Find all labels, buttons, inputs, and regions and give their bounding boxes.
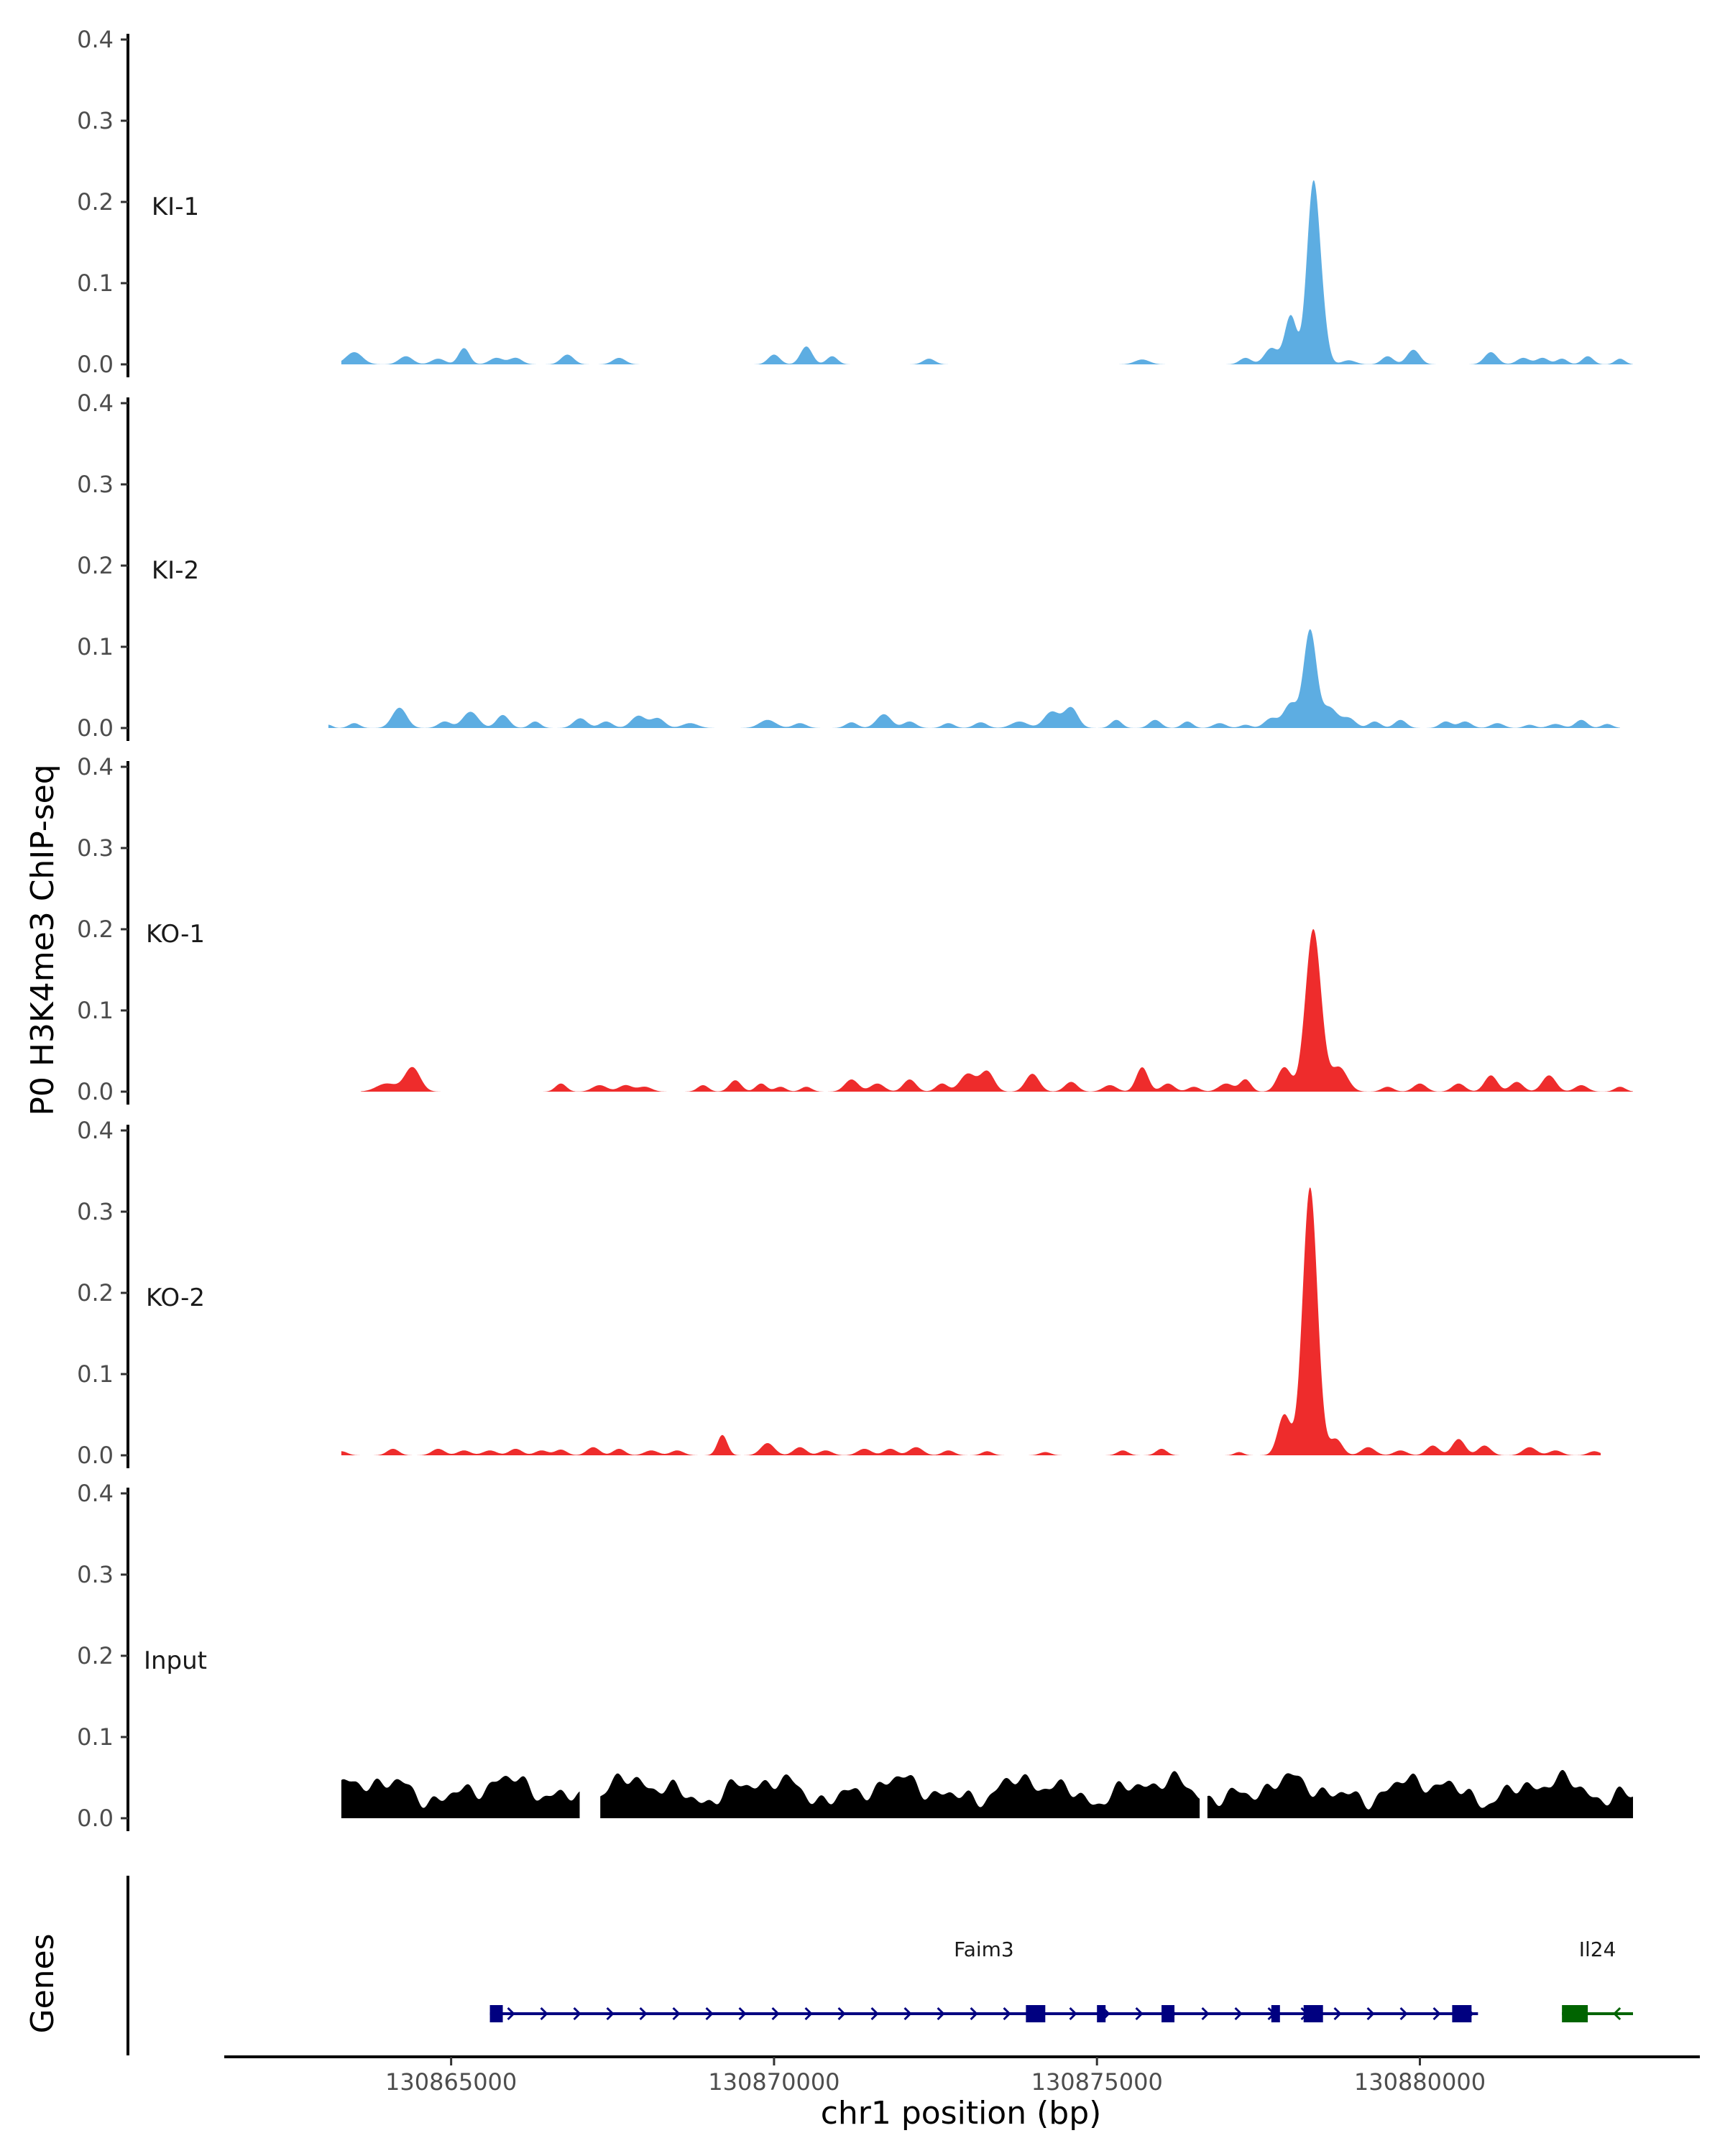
track-label: KI-2 xyxy=(152,556,199,585)
exon xyxy=(1562,2005,1588,2022)
x-axis-title: chr1 position (bp) xyxy=(821,2095,1102,2132)
y-tick-label: 0.0 xyxy=(77,1442,114,1469)
track-ko-2: 0.0 0.1 0.2 0.3 0.4 KO-2 xyxy=(77,1117,1601,1469)
genes-axis-title: Genes xyxy=(24,1933,61,2033)
coverage-area xyxy=(360,929,1633,1092)
strand-arrow xyxy=(1613,2007,1622,2021)
gene-label: Faim3 xyxy=(954,1938,1014,1961)
coverage-area xyxy=(341,1769,1633,1818)
y-tick-label: 0.1 xyxy=(77,1723,114,1751)
gene-il24: Il24 xyxy=(1562,1938,1633,2022)
y-tick-label: 0.2 xyxy=(77,916,114,943)
track-label: KO-1 xyxy=(146,920,205,949)
y-tick-label: 0.0 xyxy=(77,1805,114,1832)
exon xyxy=(489,2005,503,2022)
y-tick-label: 0.4 xyxy=(77,26,114,53)
strand-arrow xyxy=(837,2007,846,2021)
coverage-area xyxy=(341,1187,1601,1455)
coverage-area xyxy=(328,629,1620,728)
strand-arrow xyxy=(870,2007,879,2021)
y-tick-label: 0.4 xyxy=(77,1117,114,1144)
coverage-tracks: 0.00.10.20.30.4KI-10.00.10.20.30.4KI-20.… xyxy=(77,26,1633,1832)
strand-arrow xyxy=(705,2007,714,2021)
track-label: KI-1 xyxy=(152,193,199,221)
x-tick-label: 130875000 xyxy=(1031,2068,1163,2096)
y-tick-label: 0.1 xyxy=(77,270,114,297)
exon xyxy=(1162,2005,1175,2022)
y-tick-label: 0.1 xyxy=(77,997,114,1024)
y-tick-label: 0.4 xyxy=(77,390,114,417)
strand-arrow xyxy=(1366,2007,1375,2021)
gene-track: Faim3 Il24 xyxy=(126,1876,1633,2055)
x-axis: 130865000 130870000 130875000 130880000 xyxy=(224,2055,1700,2096)
y-tick-label: 0.0 xyxy=(77,351,114,378)
track-ki-1: 0.0 0.1 0.2 0.3 0.4 KI-1 xyxy=(77,26,1633,378)
exon xyxy=(1303,2005,1323,2022)
y-tick-label: 0.2 xyxy=(77,1642,114,1669)
track-label: KO-2 xyxy=(146,1284,205,1312)
strand-arrow xyxy=(507,2007,515,2021)
strand-arrow xyxy=(1135,2007,1144,2021)
x-tick-label: 130870000 xyxy=(708,2068,840,2096)
strand-arrow xyxy=(1201,2007,1210,2021)
gene-faim3: Faim3 xyxy=(489,1938,1478,2022)
strand-arrow xyxy=(903,2007,912,2021)
y-tick-label: 0.3 xyxy=(77,107,114,134)
exon xyxy=(1026,2005,1046,2022)
gene-label: Il24 xyxy=(1579,1938,1616,1961)
strand-arrow xyxy=(606,2007,615,2021)
exon xyxy=(1452,2005,1472,2022)
x-tick-label: 130865000 xyxy=(385,2068,517,2096)
track-label: Input xyxy=(144,1646,207,1675)
y-tick-label: 0.4 xyxy=(77,753,114,780)
y-tick-label: 0.1 xyxy=(77,1360,114,1388)
strand-arrow xyxy=(1003,2007,1011,2021)
strand-arrow xyxy=(771,2007,780,2021)
track-ki-2: 0.0 0.1 0.2 0.3 0.4 KI-2 xyxy=(77,390,1620,742)
exon xyxy=(1271,2005,1280,2022)
y-tick-label: 0.2 xyxy=(77,188,114,216)
strand-arrow xyxy=(672,2007,681,2021)
strand-arrow xyxy=(738,2007,747,2021)
y-axis-title: P0 H3K4me3 ChIP-seq xyxy=(24,764,61,1115)
y-tick-label: 0.4 xyxy=(77,1480,114,1507)
strand-arrow xyxy=(1432,2007,1441,2021)
y-tick-label: 0.3 xyxy=(77,1198,114,1225)
x-tick-label: 130880000 xyxy=(1354,2068,1486,2096)
strand-arrow xyxy=(970,2007,978,2021)
y-tick-label: 0.3 xyxy=(77,471,114,498)
track-ko-1: 0.0 0.1 0.2 0.3 0.4 KO-1 xyxy=(77,753,1633,1105)
y-tick-label: 0.0 xyxy=(77,714,114,742)
strand-arrow xyxy=(1333,2007,1342,2021)
strand-arrow xyxy=(540,2007,548,2021)
strand-arrow xyxy=(1234,2007,1243,2021)
coverage-area xyxy=(341,180,1633,364)
y-tick-label: 0.3 xyxy=(77,1561,114,1588)
strand-arrow xyxy=(573,2007,581,2021)
y-tick-label: 0.1 xyxy=(77,633,114,660)
strand-arrow xyxy=(937,2007,945,2021)
strand-arrow xyxy=(804,2007,813,2021)
exon xyxy=(1097,2005,1106,2022)
track-input: 0.0 0.1 0.2 0.3 0.4 Input xyxy=(77,1480,1633,1832)
y-tick-label: 0.2 xyxy=(77,1279,114,1307)
strand-arrow xyxy=(639,2007,648,2021)
y-tick-label: 0.3 xyxy=(77,834,114,862)
strand-arrow xyxy=(1399,2007,1408,2021)
strand-arrow xyxy=(1069,2007,1077,2021)
y-tick-label: 0.0 xyxy=(77,1078,114,1105)
y-tick-label: 0.2 xyxy=(77,552,114,579)
